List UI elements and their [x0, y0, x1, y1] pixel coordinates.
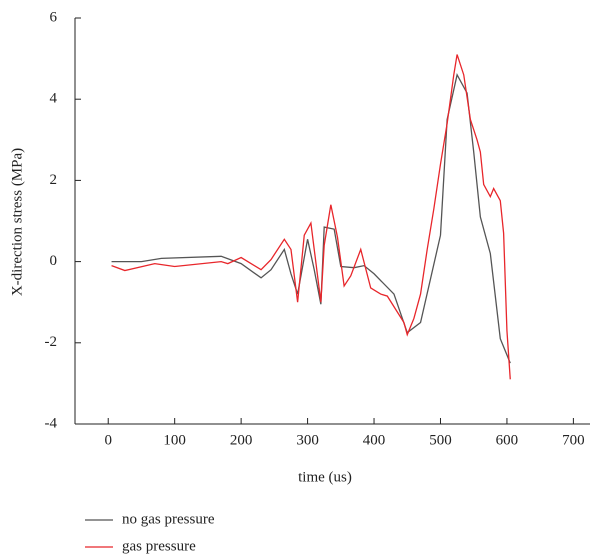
x-tick-label: 0	[104, 432, 112, 448]
y-tick-label: 6	[50, 9, 58, 25]
x-tick-label: 100	[163, 432, 186, 448]
series-line	[111, 73, 511, 364]
y-tick-label: 2	[50, 172, 58, 188]
x-tick-label: 300	[296, 432, 319, 448]
legend-label: gas pressure	[122, 538, 196, 554]
x-axis-label: time (us)	[298, 469, 352, 485]
x-tick-label: 600	[496, 432, 519, 448]
x-tick-label: 400	[363, 432, 386, 448]
y-axis-label: X-direction stress (MPa)	[9, 148, 25, 296]
y-tick-label: 0	[50, 253, 58, 269]
x-tick-label: 200	[230, 432, 253, 448]
x-tick-label: 700	[562, 432, 585, 448]
y-tick-label: -4	[45, 415, 58, 431]
legend-label: no gas pressure	[122, 511, 215, 527]
x-tick-label: 500	[429, 432, 452, 448]
y-tick-label: -2	[45, 334, 58, 350]
series-line	[111, 54, 511, 380]
y-tick-label: 4	[50, 91, 58, 107]
